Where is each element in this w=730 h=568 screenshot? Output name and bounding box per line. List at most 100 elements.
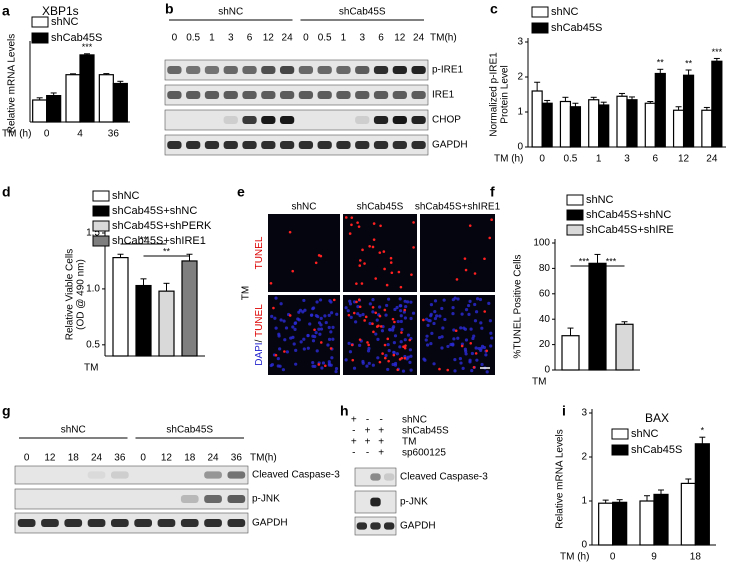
- tunel-dot: [324, 364, 327, 368]
- nucleus: [273, 316, 277, 320]
- blot-strip: [164, 109, 429, 131]
- nucleus: [404, 304, 408, 309]
- tunel-dot: [397, 270, 401, 274]
- bar: [598, 502, 614, 546]
- significance-label: **: [685, 58, 693, 68]
- bar: [46, 94, 62, 123]
- tunel-dot: [269, 281, 273, 285]
- blot-label: p-JNK: [400, 497, 428, 508]
- treatment-sign: +: [365, 437, 371, 448]
- nucleus: [315, 300, 319, 304]
- nucleus: [371, 297, 375, 302]
- tunel-dot: [357, 298, 361, 302]
- lane-unit: TM(h): [430, 33, 457, 44]
- y-axis-label: %TUNEL Positive Cells: [513, 254, 524, 358]
- panel-letter: h: [340, 403, 349, 419]
- band: [204, 91, 220, 99]
- blot-label: p-IRE1: [432, 65, 464, 76]
- nucleus: [348, 350, 353, 354]
- nucleus: [276, 357, 280, 361]
- nucleus: [485, 370, 489, 374]
- nucleus: [386, 367, 390, 372]
- nucleus: [433, 310, 437, 314]
- band: [355, 91, 370, 99]
- legend-swatch: [611, 444, 629, 456]
- band: [373, 91, 389, 99]
- legend-label: shCab45S+shPERK: [112, 220, 212, 232]
- tunel-dot: [483, 310, 487, 313]
- lane-label: 0.5: [318, 33, 332, 44]
- nucleus: [429, 303, 434, 307]
- lane-label: 12: [161, 453, 173, 464]
- tunel-dot: [358, 338, 362, 341]
- lane-label: 0: [140, 453, 146, 464]
- tunel-dot: [319, 341, 323, 344]
- tunel-dot: [360, 282, 364, 285]
- blot-label: Cleaved Caspase-3: [252, 470, 340, 481]
- tunel-dot: [488, 236, 492, 240]
- bar: [112, 257, 129, 357]
- nucleus: [324, 320, 328, 325]
- nucleus: [368, 321, 372, 326]
- nucleus: [318, 332, 322, 336]
- tunel-dot: [288, 314, 292, 317]
- nucleus: [270, 314, 274, 318]
- bar: [701, 109, 713, 148]
- x-tick-label: 36: [108, 129, 120, 140]
- treatment-sign: -: [352, 426, 355, 437]
- nucleus: [430, 331, 434, 336]
- band: [356, 522, 368, 530]
- band: [167, 141, 182, 149]
- tunel-dot: [408, 338, 412, 342]
- nucleus: [411, 311, 416, 315]
- nucleus: [456, 297, 460, 301]
- bar: [32, 99, 48, 123]
- nucleus: [401, 369, 406, 373]
- bar: [79, 54, 95, 123]
- blot-label: GAPDH: [432, 140, 468, 151]
- band: [242, 91, 257, 99]
- nucleus: [276, 364, 280, 368]
- nucleus: [388, 328, 392, 332]
- nucleus: [302, 298, 306, 303]
- tunel-dot: [386, 337, 390, 341]
- bar: [598, 104, 610, 148]
- legend-swatch: [31, 32, 49, 44]
- nucleus: [284, 326, 289, 330]
- nucleus: [458, 356, 462, 361]
- nucleus: [279, 318, 283, 322]
- nucleus: [408, 348, 413, 352]
- nucleus: [462, 326, 466, 330]
- nucleus: [429, 342, 433, 346]
- y-axis-label: Normalized p-IRE1: [489, 52, 500, 137]
- band: [336, 91, 351, 99]
- tunel-dot: [374, 311, 378, 315]
- nucleus: [334, 369, 338, 374]
- nucleus: [468, 299, 472, 303]
- bar: [612, 501, 628, 546]
- band: [180, 495, 199, 503]
- nucleus: [475, 358, 479, 362]
- nucleus: [399, 304, 403, 308]
- nucleus: [440, 335, 444, 339]
- tunel-dot: [371, 305, 375, 309]
- nucleus: [387, 349, 391, 353]
- bar: [98, 74, 114, 123]
- nucleus: [352, 366, 357, 370]
- y-axis-label: Protein Level: [500, 65, 511, 123]
- lane-label: 1: [209, 33, 215, 44]
- nucleus: [378, 305, 382, 309]
- nucleus: [367, 346, 371, 351]
- tunel-dot: [412, 221, 415, 224]
- nucleus: [319, 323, 323, 327]
- x-tick-label: 6: [653, 154, 659, 165]
- nucleus: [331, 337, 335, 341]
- panel-letter: a: [2, 3, 10, 19]
- nucleus: [432, 362, 436, 366]
- nucleus: [396, 319, 400, 324]
- tunel-dot: [390, 271, 394, 275]
- lane-label: 24: [207, 453, 219, 464]
- x-axis-label: TM (h): [560, 552, 589, 563]
- nucleus: [387, 297, 391, 301]
